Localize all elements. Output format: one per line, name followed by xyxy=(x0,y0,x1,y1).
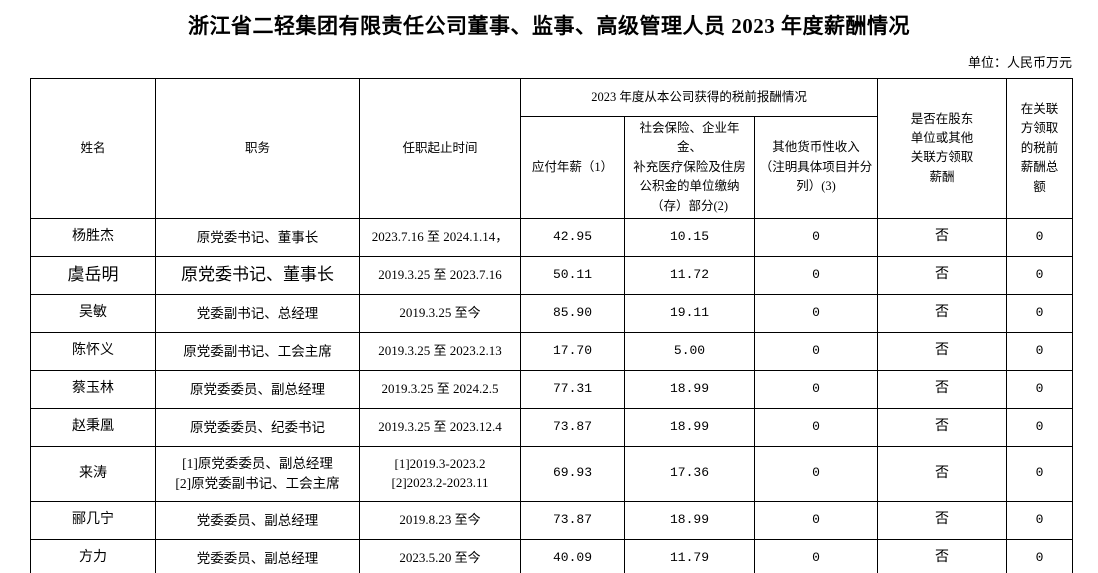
table-row: 吴敏 党委副书记、总经理 2019.3.25 至今 85.90 19.11 0 … xyxy=(30,293,1074,333)
table-row: 来涛 [1]原党委委员、副总经理 [2]原党委副书记、工会主席 [1]2019.… xyxy=(30,445,1074,502)
cell-other-income: 0 xyxy=(753,445,879,502)
cell-other-income: 0 xyxy=(753,407,879,447)
cell-tenure: 2023.7.16 至 2024.1.14， xyxy=(359,217,521,257)
cell-related-total: 0 xyxy=(1006,217,1074,257)
col-header-related-pay: 是否在股东 单位或其他 关联方领取 薪酬 xyxy=(877,78,1008,219)
cell-name: 吴敏 xyxy=(30,293,156,333)
cell-insurance: 11.72 xyxy=(624,255,755,295)
col-header-other-income: 其他货币性收入 （注明具体项目并分 列）(3) xyxy=(753,116,879,219)
table-row: 陈怀义 原党委副书记、工会主席 2019.3.25 至 2023.2.13 17… xyxy=(30,331,1074,371)
cell-related-pay: 否 xyxy=(877,369,1008,409)
cell-other-income: 0 xyxy=(753,255,879,295)
cell-other-income: 0 xyxy=(753,331,879,371)
cell-tenure: 2019.3.25 至 2024.2.5 xyxy=(359,369,521,409)
cell-related-total: 0 xyxy=(1006,293,1074,333)
cell-salary: 17.70 xyxy=(520,331,625,371)
salary-table: 姓名 职务 任职起止时间 2023 年度从本公司获得的税前报酬情况 是否在股东 … xyxy=(30,78,1074,573)
cell-tenure: [1]2019.3-2023.2 [2]2023.2-2023.11 xyxy=(359,445,521,502)
cell-related-total: 0 xyxy=(1006,445,1074,502)
col-header-position: 职务 xyxy=(155,78,360,219)
cell-name: 杨胜杰 xyxy=(30,217,156,257)
cell-other-income: 0 xyxy=(753,369,879,409)
cell-salary: 40.09 xyxy=(520,538,625,573)
cell-salary: 73.87 xyxy=(520,500,625,540)
cell-name: 来涛 xyxy=(30,445,156,502)
cell-related-total: 0 xyxy=(1006,538,1074,573)
table-row: 杨胜杰 原党委书记、董事长 2023.7.16 至 2024.1.14， 42.… xyxy=(30,217,1074,257)
unit-note: 单位：人民币万元 xyxy=(967,55,1072,70)
col-header-insurance: 社会保险、企业年金、 补充医疗保险及住房 公积金的单位缴纳 （存）部分(2) xyxy=(624,116,755,219)
col-header-name: 姓名 xyxy=(30,78,156,219)
cell-tenure: 2019.3.25 至 2023.2.13 xyxy=(359,331,521,371)
cell-related-total: 0 xyxy=(1006,369,1074,409)
cell-related-total: 0 xyxy=(1006,500,1074,540)
col-header-salary: 应付年薪（1） xyxy=(520,116,625,219)
cell-tenure: 2023.5.20 至今 xyxy=(359,538,521,573)
cell-position: 原党委书记、董事长 xyxy=(155,217,360,257)
cell-name: 郦几宁 xyxy=(30,500,156,540)
table-row: 蔡玉林 原党委委员、副总经理 2019.3.25 至 2024.2.5 77.3… xyxy=(30,369,1074,409)
cell-position: 党委副书记、总经理 xyxy=(155,293,360,333)
cell-insurance: 10.15 xyxy=(624,217,755,257)
col-header-tenure: 任职起止时间 xyxy=(359,78,521,219)
cell-tenure: 2019.3.25 至 2023.12.4 xyxy=(359,407,521,447)
cell-name: 赵秉凰 xyxy=(30,407,156,447)
cell-related-total: 0 xyxy=(1006,407,1074,447)
cell-insurance: 19.11 xyxy=(624,293,755,333)
cell-name: 虞岳明 xyxy=(30,255,156,295)
cell-tenure: 2019.3.25 至 2023.7.16 xyxy=(359,255,521,295)
table-row: 郦几宁 党委委员、副总经理 2019.8.23 至今 73.87 18.99 0… xyxy=(30,500,1074,540)
col-header-related-total: 在关联 方领取 的税前 薪酬总 额 xyxy=(1006,78,1074,219)
cell-position: 党委委员、副总经理 xyxy=(155,500,360,540)
cell-other-income: 0 xyxy=(753,293,879,333)
cell-related-pay: 否 xyxy=(877,331,1008,371)
cell-other-income: 0 xyxy=(753,217,879,257)
cell-tenure: 2019.3.25 至今 xyxy=(359,293,521,333)
table-row: 赵秉凰 原党委委员、纪委书记 2019.3.25 至 2023.12.4 73.… xyxy=(30,407,1074,447)
cell-related-pay: 否 xyxy=(877,500,1008,540)
cell-related-pay: 否 xyxy=(877,407,1008,447)
cell-position: [1]原党委委员、副总经理 [2]原党委副书记、工会主席 xyxy=(155,445,360,502)
cell-position: 原党委副书记、工会主席 xyxy=(155,331,360,371)
cell-insurance: 5.00 xyxy=(624,331,755,371)
page-title: 浙江省二轻集团有限责任公司董事、监事、高级管理人员 2023 年度薪酬情况 xyxy=(188,14,910,38)
cell-name: 陈怀义 xyxy=(30,331,156,371)
cell-insurance: 18.99 xyxy=(624,369,755,409)
cell-insurance: 18.99 xyxy=(624,500,755,540)
cell-related-total: 0 xyxy=(1006,331,1074,371)
cell-salary: 50.11 xyxy=(520,255,625,295)
table-body: 杨胜杰 原党委书记、董事长 2023.7.16 至 2024.1.14， 42.… xyxy=(30,217,1074,573)
header-row-sub: 应付年薪（1） 社会保险、企业年金、 补充医疗保险及住房 公积金的单位缴纳 （存… xyxy=(31,116,1073,219)
header-row-group: 姓名 职务 任职起止时间 2023 年度从本公司获得的税前报酬情况 是否在股东 … xyxy=(30,78,1074,219)
cell-position: 原党委书记、董事长 xyxy=(155,255,360,295)
cell-salary: 69.93 xyxy=(520,445,625,502)
cell-name: 方力 xyxy=(30,538,156,573)
cell-other-income: 0 xyxy=(753,500,879,540)
col-header-compensation-group: 2023 年度从本公司获得的税前报酬情况 xyxy=(519,78,879,117)
cell-related-pay: 否 xyxy=(877,293,1008,333)
table-row: 虞岳明 原党委书记、董事长 2019.3.25 至 2023.7.16 50.1… xyxy=(30,255,1074,295)
cell-salary: 73.87 xyxy=(520,407,625,447)
cell-tenure: 2019.8.23 至今 xyxy=(359,500,521,540)
cell-salary: 42.95 xyxy=(520,217,625,257)
cell-other-income: 0 xyxy=(753,538,879,573)
table-row: 方力 党委委员、副总经理 2023.5.20 至今 40.09 11.79 0 … xyxy=(30,538,1074,573)
cell-position: 党委委员、副总经理 xyxy=(155,538,360,573)
cell-related-total: 0 xyxy=(1006,255,1074,295)
cell-related-pay: 否 xyxy=(877,538,1008,573)
table-header: 姓名 职务 任职起止时间 2023 年度从本公司获得的税前报酬情况 是否在股东 … xyxy=(30,78,1074,219)
cell-insurance: 11.79 xyxy=(624,538,755,573)
cell-salary: 85.90 xyxy=(520,293,625,333)
cell-insurance: 17.36 xyxy=(624,445,755,502)
cell-related-pay: 否 xyxy=(877,255,1008,295)
cell-position: 原党委委员、纪委书记 xyxy=(155,407,360,447)
cell-related-pay: 否 xyxy=(877,445,1008,502)
cell-related-pay: 否 xyxy=(877,217,1008,257)
cell-salary: 77.31 xyxy=(520,369,625,409)
cell-position: 原党委委员、副总经理 xyxy=(155,369,360,409)
cell-name: 蔡玉林 xyxy=(30,369,156,409)
cell-insurance: 18.99 xyxy=(624,407,755,447)
